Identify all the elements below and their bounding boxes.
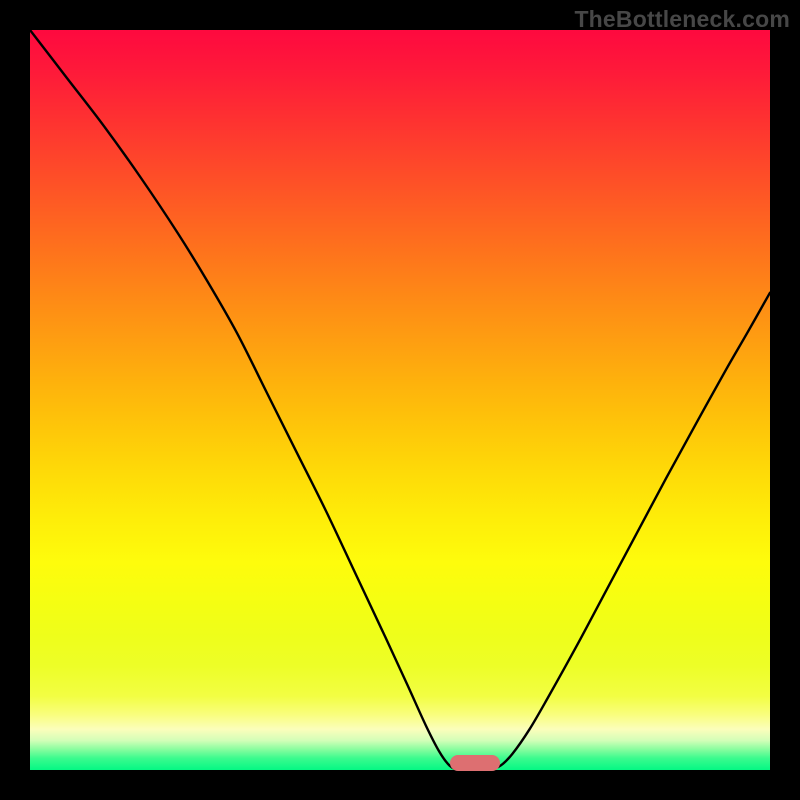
- watermark-text: TheBottleneck.com: [574, 6, 790, 33]
- bottleneck-curve: [0, 0, 800, 800]
- optimal-marker: [450, 755, 500, 771]
- chart-container: TheBottleneck.com: [0, 0, 800, 800]
